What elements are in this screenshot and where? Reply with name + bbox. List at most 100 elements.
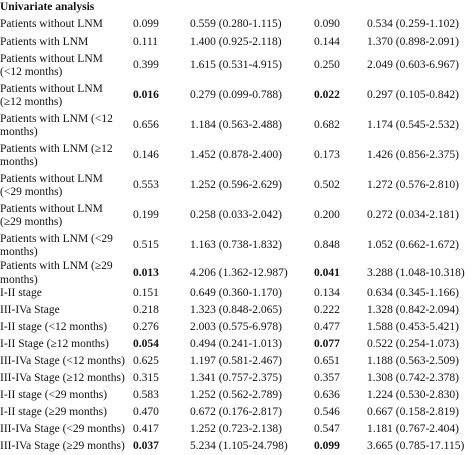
p-value-second: 0.134 [314, 287, 340, 300]
table-row: III-IVa Stage (<29 months) 0.417 1.252 (0.… [0, 421, 474, 438]
table-row: Patients with LNM (<12 months) 0.656 1.184… [0, 111, 474, 141]
p-value-second: 0.222 [314, 303, 340, 316]
hazard-ratio-second: 2.049 (0.603-6.967) [367, 59, 459, 72]
hazard-ratio-second: 0.534 (0.259-1.102) [367, 17, 459, 30]
hazard-ratio-second: 3.288 (1.048-10.318) [367, 266, 465, 279]
row-label: Patients with LNM (≥12 months) [0, 142, 113, 169]
table-row: Patients without LNM (<12 months) 0.399 1.… [0, 51, 474, 81]
hazard-ratio-second: 1.370 (0.898-2.091) [367, 36, 459, 49]
p-value-univariate: 0.146 [133, 149, 159, 162]
row-label: I-II stage [0, 287, 42, 300]
hazard-ratio-univariate: 1.323 (0.848-2.065) [190, 303, 282, 316]
hazard-ratio-univariate: 1.615 (0.531-4.915) [190, 59, 282, 72]
hazard-ratio-univariate: 1.400 (0.925-2.118) [190, 36, 282, 49]
row-label: Patients without LNM (<29 months) [0, 172, 103, 199]
row-label: Patients without LNM (<12 months) [0, 52, 103, 79]
hazard-ratio-univariate: 1.252 (0.723-2.138) [190, 422, 282, 435]
hazard-ratio-second: 1.426 (0.856-2.375) [367, 149, 459, 162]
table-row: Patients without LNM 0.099 0.559 (0.280-1.… [0, 14, 474, 35]
hazard-ratio-univariate: 1.252 (0.562-2.789) [190, 388, 282, 401]
row-label: I-II stage (<12 months) [0, 320, 108, 333]
hazard-ratio-univariate: 1.341 (0.757-2.375) [190, 371, 282, 384]
hazard-ratio-univariate: 1.197 (0.581-2.467) [190, 354, 282, 367]
p-value-second: 0.502 [314, 179, 340, 192]
p-value-univariate: 0.099 [133, 17, 159, 30]
p-value-second: 0.651 [314, 354, 340, 367]
hazard-ratio-univariate: 1.163 (0.738-1.832) [190, 239, 282, 252]
p-value-univariate: 0.151 [133, 287, 159, 300]
table-row: Patients without LNM (≥12 months) 0.016 0.… [0, 81, 474, 111]
row-label: Patients without LNM (≥12 months) [0, 82, 103, 109]
p-value-univariate: 0.470 [133, 405, 159, 418]
hazard-ratio-second: 1.224 (0.530-2.830) [367, 388, 459, 401]
p-value-univariate: 0.013 [133, 266, 159, 279]
table-row: Patients without LNM (<29 months) 0.553 1.… [0, 171, 474, 201]
p-value-univariate: 0.054 [133, 337, 159, 350]
table-row: I-II stage 0.151 0.649 (0.360-1.170) 0.134 0… [0, 286, 474, 302]
hazard-ratio-second: 1.328 (0.842-2.094) [367, 303, 459, 316]
p-value-second: 0.077 [314, 337, 340, 350]
row-label: III-IVa Stage (≥12 months) [0, 371, 125, 384]
row-label: III-IVa Stage [0, 303, 60, 316]
hazard-ratio-univariate: 0.559 (0.280-1.115) [190, 17, 282, 30]
hazard-ratio-second: 1.188 (0.563-2.509) [367, 354, 459, 367]
p-value-second: 0.200 [314, 209, 340, 222]
row-label: I-II stage (≥29 months) [0, 405, 107, 418]
p-value-univariate: 0.037 [133, 439, 159, 452]
p-value-univariate: 0.315 [133, 371, 159, 384]
row-label: I-II stage (<29 months) [0, 388, 108, 401]
p-value-second: 0.250 [314, 59, 340, 72]
hazard-ratio-univariate: 1.184 (0.563-2.488) [190, 119, 282, 132]
hazard-ratio-second: 1.308 (0.742-2.378) [367, 371, 459, 384]
row-label: III-IVa Stage (≥29 months) [0, 439, 125, 452]
table-row: I-II Stage (≥12 months) 0.054 0.494 (0.241… [0, 336, 474, 353]
p-value-second: 0.546 [314, 405, 340, 418]
hazard-ratio-second: 1.174 (0.545-2.532) [367, 119, 459, 132]
table-row: III-IVa Stage (≥12 months) 0.315 1.341 (0.… [0, 370, 474, 387]
hazard-ratio-univariate: 4.206 (1.362-12.987) [190, 266, 288, 279]
p-value-univariate: 0.399 [133, 59, 159, 72]
table-row: Patients with LNM (<29 months) 0.515 1.163… [0, 231, 474, 261]
p-value-second: 0.022 [314, 89, 340, 102]
p-value-univariate: 0.553 [133, 179, 159, 192]
table-row: III-IVa Stage (≥29 months) 0.037 5.234 (1.… [0, 438, 474, 455]
hazard-ratio-second: 1.272 (0.576-2.810) [367, 179, 459, 192]
table-row: III-IVa Stage 0.218 1.323 (0.848-2.065) 0.2… [0, 302, 474, 319]
hazard-ratio-second: 1.588 (0.453-5.421) [367, 320, 459, 333]
table-row: Patients with LNM (≥29 months) 0.013 4.206… [0, 260, 474, 286]
row-label: Patients with LNM (≥29 months) [0, 260, 113, 286]
row-label: Patients without LNM [0, 17, 103, 30]
p-value-second: 0.477 [314, 320, 340, 333]
hazard-ratio-univariate: 0.649 (0.360-1.170) [190, 287, 282, 300]
row-label: Patients without LNM (≥29 months) [0, 202, 103, 229]
row-label: Patients with LNM [0, 36, 89, 49]
hazard-ratio-second: 0.634 (0.345-1.166) [367, 287, 459, 300]
hazard-ratio-second: 1.052 (0.662-1.672) [367, 239, 459, 252]
hazard-ratio-univariate: 5.234 (1.105-24.798) [190, 439, 288, 452]
section-title: Univariate analysis [0, 1, 95, 13]
hazard-ratio-univariate: 0.258 (0.033-2.042) [190, 209, 282, 222]
p-value-second: 0.173 [314, 149, 340, 162]
p-value-second: 0.682 [314, 119, 340, 132]
p-value-second: 0.144 [314, 36, 340, 49]
p-value-second: 0.090 [314, 17, 340, 30]
p-value-univariate: 0.656 [133, 119, 159, 132]
table-row: I-II stage (<29 months) 0.583 1.252 (0.562… [0, 387, 474, 404]
table-row: Patients without LNM (≥29 months) 0.199 0.… [0, 201, 474, 231]
table-row: Patients with LNM 0.111 1.400 (0.925-2.118… [0, 35, 474, 51]
row-label: Patients with LNM (<12 months) [0, 112, 113, 139]
p-value-second: 0.547 [314, 422, 340, 435]
hazard-ratio-second: 0.272 (0.034-2.181) [367, 209, 459, 222]
row-label: Patients with LNM (<29 months) [0, 232, 113, 259]
table-row: Patients with LNM (≥12 months) 0.146 1.452… [0, 141, 474, 171]
p-value-second: 0.848 [314, 239, 340, 252]
p-value-univariate: 0.199 [133, 209, 159, 222]
p-value-univariate: 0.218 [133, 303, 159, 316]
hazard-ratio-second: 0.522 (0.254-1.073) [367, 337, 459, 350]
p-value-univariate: 0.016 [133, 89, 159, 102]
hazard-ratio-second: 3.665 (0.785-17.115) [367, 439, 465, 452]
p-value-second: 0.099 [314, 439, 340, 452]
table-row: I-II stage (<12 months) 0.276 2.003 (0.575… [0, 319, 474, 336]
table-row: III-IVa Stage (<12 months) 0.625 1.197 (0.… [0, 353, 474, 370]
